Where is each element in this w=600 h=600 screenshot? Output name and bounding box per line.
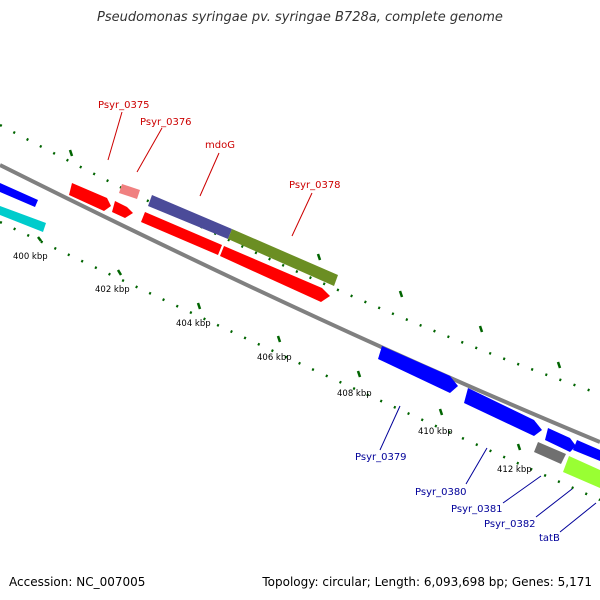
gene-psyr-0380[interactable] bbox=[464, 388, 542, 436]
label-leaders-red bbox=[107, 111, 313, 237]
label-psyr-0376: Psyr_0376 bbox=[140, 117, 192, 128]
gene-tatB[interactable] bbox=[563, 456, 600, 488]
label-psyr-0382: Psyr_0382 bbox=[484, 519, 536, 530]
label-tatB: tatB bbox=[539, 533, 560, 544]
label-psyr-0378: Psyr_0378 bbox=[289, 180, 341, 191]
gene-red-long-2[interactable] bbox=[220, 246, 330, 302]
genome-summary-text: Topology: circular; Length: 6,093,698 bp… bbox=[262, 575, 592, 589]
gene-psyr-0381[interactable] bbox=[545, 428, 576, 452]
gene-psyr-0378[interactable] bbox=[228, 229, 338, 286]
gene-gray[interactable] bbox=[534, 442, 566, 464]
gene-small-red[interactable] bbox=[112, 201, 133, 218]
label-psyr-0375: Psyr_0375 bbox=[98, 100, 150, 111]
tick-label-410: 410 kbp bbox=[418, 427, 453, 437]
label-psyr-0379: Psyr_0379 bbox=[355, 452, 407, 463]
map-title: Pseudomonas syringae pv. syringae B728a,… bbox=[97, 10, 503, 25]
gene-left-blue[interactable] bbox=[0, 183, 38, 207]
gene-psyr-0375[interactable] bbox=[69, 183, 111, 211]
label-leaders-blue bbox=[379, 405, 597, 533]
tick-label-408: 408 kbp bbox=[337, 389, 372, 399]
label-mdoG: mdoG bbox=[205, 140, 235, 151]
tick-label-402: 402 kbp bbox=[95, 285, 130, 295]
major-ticks bbox=[37, 236, 522, 451]
label-psyr-0381: Psyr_0381 bbox=[451, 504, 503, 515]
outer-major-ticks bbox=[68, 149, 562, 369]
gene-left-cyan[interactable] bbox=[0, 206, 46, 232]
tick-label-404: 404 kbp bbox=[176, 319, 211, 329]
gene-mdoG[interactable] bbox=[148, 195, 232, 239]
gene-psyr-0382[interactable] bbox=[573, 440, 600, 461]
label-psyr-0380: Psyr_0380 bbox=[415, 487, 467, 498]
tick-label-406: 406 kbp bbox=[257, 353, 292, 363]
gene-psyr-0379[interactable] bbox=[378, 346, 458, 393]
gene-red-long-1[interactable] bbox=[141, 212, 222, 255]
genome-backbone bbox=[0, 163, 600, 444]
tick-label-412: 412 kbp bbox=[497, 465, 532, 475]
gene-psyr-0376[interactable] bbox=[119, 184, 140, 199]
tick-label-400: 400 kbp bbox=[13, 252, 48, 262]
accession-text: Accession: NC_007005 bbox=[9, 575, 146, 589]
